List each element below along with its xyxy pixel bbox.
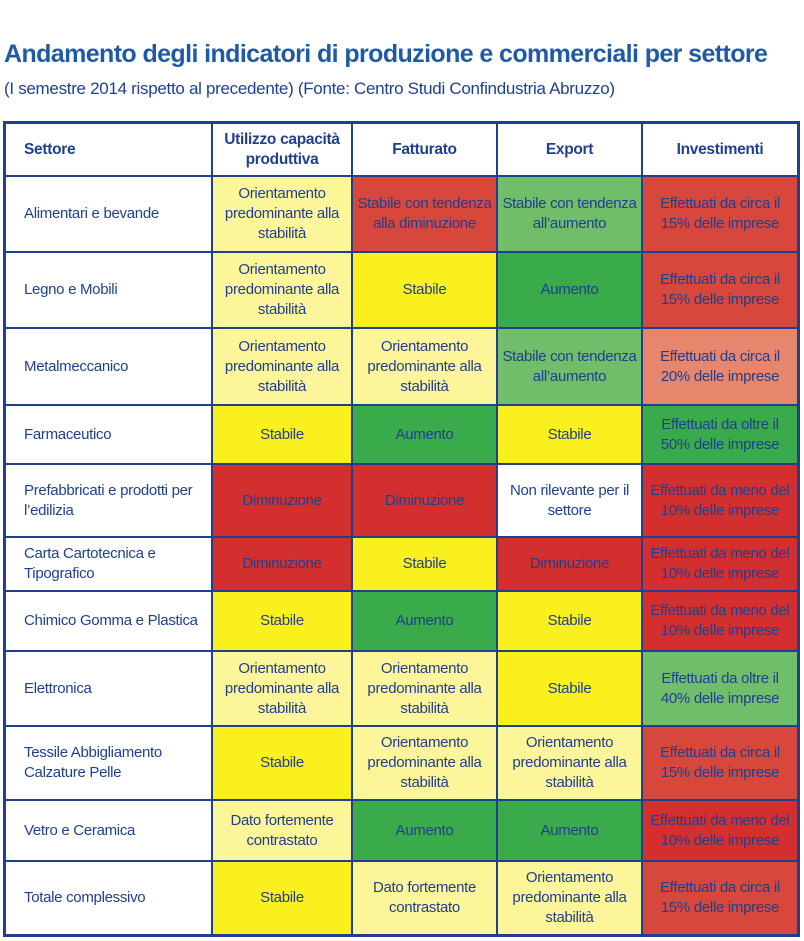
sector-cell: Carta Cartotecnica e Tipografico	[6, 538, 213, 592]
utilizzo-cell: Diminuzione	[213, 538, 353, 592]
table-row: Prefabbricati e prodotti per l’edilizia …	[6, 465, 797, 538]
utilizzo-cell: Stabile	[213, 592, 353, 652]
export-cell: Stabile	[498, 406, 643, 465]
sector-cell: Metalmeccanico	[6, 329, 213, 406]
export-cell: Orientamento predominante alla stabilità	[498, 727, 643, 801]
export-cell: Non rilevante per il settore	[498, 465, 643, 538]
table-row: Elettronica Orientamento predominante al…	[6, 652, 797, 727]
investimenti-cell: Effettuati da circa il 15% delle imprese	[643, 727, 797, 801]
investimenti-cell: Effettuati da circa il 15% delle imprese	[643, 177, 797, 253]
export-cell: Diminuzione	[498, 538, 643, 592]
investimenti-cell: Effettuati da meno del 10% delle imprese	[643, 465, 797, 538]
table-row: Totale complessivo Stabile Dato fortemen…	[6, 862, 797, 934]
header-row: Settore Utilizzo capacità produttiva Fat…	[6, 124, 797, 177]
investimenti-cell: Effettuati da oltre il 40% delle imprese	[643, 652, 797, 727]
investimenti-cell: Effettuati da circa il 15% delle imprese	[643, 253, 797, 329]
investimenti-cell: Effettuati da circa il 15% delle imprese	[643, 862, 797, 934]
fatturato-cell: Aumento	[353, 406, 498, 465]
investimenti-cell: Effettuati da meno del 10% delle imprese	[643, 538, 797, 592]
header-settore: Settore	[6, 124, 213, 177]
export-cell: Aumento	[498, 253, 643, 329]
fatturato-cell: Dato fortemente contrastato	[353, 862, 498, 934]
table-row: Vetro e Ceramica Dato fortemente contras…	[6, 801, 797, 862]
sector-cell: Totale complessivo	[6, 862, 213, 934]
sector-cell: Alimentari e bevande	[6, 177, 213, 253]
indicators-table: Settore Utilizzo capacità produttiva Fat…	[6, 124, 797, 934]
sector-cell: Farmaceutico	[6, 406, 213, 465]
sector-cell: Vetro e Ceramica	[6, 801, 213, 862]
export-cell: Aumento	[498, 801, 643, 862]
header-fatturato: Fatturato	[353, 124, 498, 177]
header-export: Export	[498, 124, 643, 177]
investimenti-cell: Effettuati da oltre il 50% delle imprese	[643, 406, 797, 465]
sector-cell: Chimico Gomma e Plastica	[6, 592, 213, 652]
fatturato-cell: Orientamento predominante alla stabilità	[353, 727, 498, 801]
utilizzo-cell: Orientamento predominante alla stabilità	[213, 177, 353, 253]
utilizzo-cell: Stabile	[213, 406, 353, 465]
table-row: Chimico Gomma e Plastica Stabile Aumento…	[6, 592, 797, 652]
export-cell: Stabile con tendenza all’aumento	[498, 177, 643, 253]
export-cell: Stabile con tendenza all’aumento	[498, 329, 643, 406]
investimenti-cell: Effettuati da circa il 20% delle imprese	[643, 329, 797, 406]
table-row: Legno e Mobili Orientamento predominante…	[6, 253, 797, 329]
sector-cell: Legno e Mobili	[6, 253, 213, 329]
investimenti-cell: Effettuati da meno del 10% delle imprese	[643, 592, 797, 652]
page-subtitle: (I semestre 2014 rispetto al precedente)…	[4, 79, 615, 98]
utilizzo-cell: Dato fortemente contrastato	[213, 801, 353, 862]
table-row: Farmaceutico Stabile Aumento Stabile Eff…	[6, 406, 797, 465]
utilizzo-cell: Orientamento predominante alla stabilità	[213, 652, 353, 727]
fatturato-cell: Aumento	[353, 592, 498, 652]
header-investimenti: Investimenti	[643, 124, 797, 177]
export-cell: Orientamento predominante alla stabilità	[498, 862, 643, 934]
sector-cell: Tessile Abbigliamento Calzature Pelle	[6, 727, 213, 801]
export-cell: Stabile	[498, 652, 643, 727]
utilizzo-cell: Stabile	[213, 862, 353, 934]
fatturato-cell: Orientamento predominante alla stabilità	[353, 329, 498, 406]
fatturato-cell: Stabile con tendenza alla diminuzione	[353, 177, 498, 253]
page-title: Andamento degli indicatori di produzione…	[4, 40, 768, 68]
sector-cell: Prefabbricati e prodotti per l’edilizia	[6, 465, 213, 538]
table-row: Alimentari e bevande Orientamento predom…	[6, 177, 797, 253]
table-row: Carta Cartotecnica e Tipografico Diminuz…	[6, 538, 797, 592]
fatturato-cell: Aumento	[353, 801, 498, 862]
fatturato-cell: Stabile	[353, 253, 498, 329]
table-frame: Settore Utilizzo capacità produttiva Fat…	[3, 121, 800, 937]
fatturato-cell: Diminuzione	[353, 465, 498, 538]
investimenti-cell: Effettuati da meno del 10% delle imprese	[643, 801, 797, 862]
utilizzo-cell: Diminuzione	[213, 465, 353, 538]
table-row: Tessile Abbigliamento Calzature Pelle St…	[6, 727, 797, 801]
utilizzo-cell: Stabile	[213, 727, 353, 801]
header-utilizzo: Utilizzo capacità produttiva	[213, 124, 353, 177]
table-row: Metalmeccanico Orientamento predominante…	[6, 329, 797, 406]
fatturato-cell: Stabile	[353, 538, 498, 592]
sector-cell: Elettronica	[6, 652, 213, 727]
utilizzo-cell: Orientamento predominante alla stabilità	[213, 253, 353, 329]
export-cell: Stabile	[498, 592, 643, 652]
utilizzo-cell: Orientamento predominante alla stabilità	[213, 329, 353, 406]
fatturato-cell: Orientamento predominante alla stabilità	[353, 652, 498, 727]
